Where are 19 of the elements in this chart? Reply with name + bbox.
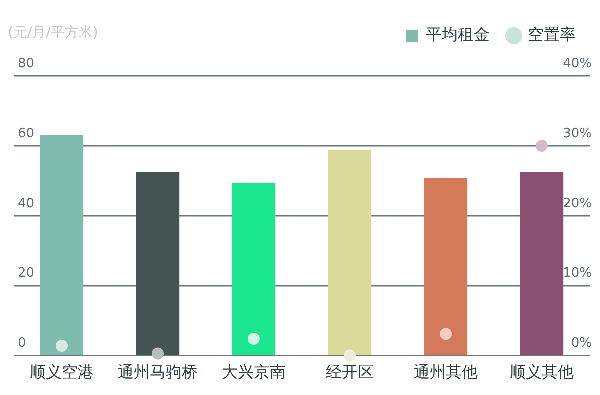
- x-tick-label: 大兴京南: [222, 362, 286, 382]
- y2-tick-label: 30%: [563, 126, 592, 142]
- x-tick-label: 经开区: [326, 362, 374, 382]
- y2-tick-label: 20%: [563, 196, 592, 212]
- y-tick-label: 20: [18, 266, 35, 282]
- y2-tick-label: 0%: [571, 336, 592, 352]
- y2-tick-label: 40%: [563, 56, 592, 72]
- y2-tick-label: 10%: [563, 266, 592, 282]
- y-tick-label: 40: [18, 196, 35, 212]
- x-tick-label: 通州马驹桥: [118, 362, 198, 382]
- y-tick-label: 60: [18, 126, 35, 142]
- x-tick-label: 通州其他: [414, 362, 478, 382]
- x-tick-label: 顺义空港: [30, 362, 94, 382]
- x-tick-label: 顺义其他: [510, 362, 574, 382]
- legend-label: 空置率: [528, 25, 576, 44]
- legend-label: 平均租金: [426, 25, 490, 44]
- y-tick-label: 0: [18, 336, 26, 352]
- y-tick-label: 80: [18, 56, 35, 72]
- y-axis-title: (元/月/平方米): [8, 24, 98, 42]
